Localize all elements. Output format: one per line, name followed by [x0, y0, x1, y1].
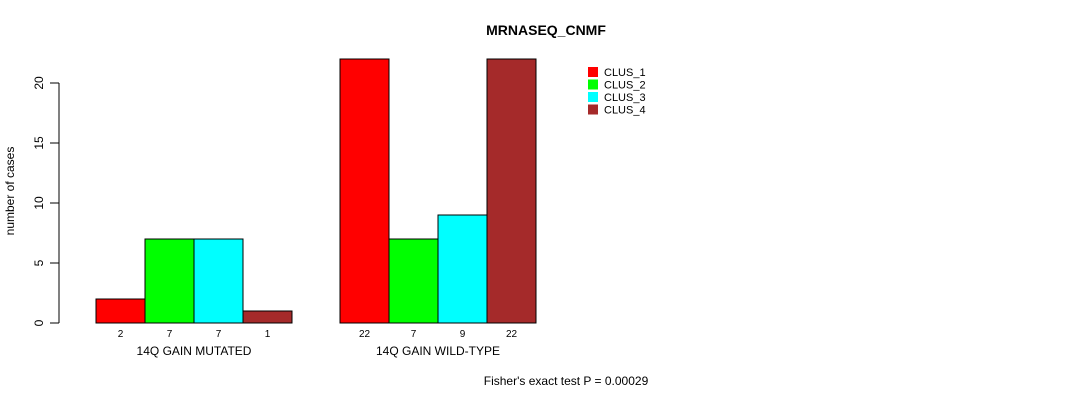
y-tick-label: 15 [32, 136, 46, 150]
bar-value-label: 2 [118, 329, 124, 340]
bar-clus_4 [242, 310, 293, 324]
bars: 2 7 7 1 22 7 9 22 [95, 58, 537, 340]
bar-value-label: 9 [460, 329, 466, 340]
legend-label: CLUS_3 [604, 92, 646, 104]
bar-clus_3 [193, 238, 244, 324]
x-axis-labels: 14Q GAIN MUTATED 14Q GAIN WILD-TYPE [137, 344, 500, 358]
legend-label: CLUS_1 [604, 67, 646, 79]
y-axis-label: number of cases [3, 147, 17, 236]
category-label: 14Q GAIN WILD-TYPE [376, 344, 500, 358]
y-tick-label: 20 [32, 76, 46, 90]
bar-value-label: 1 [265, 329, 271, 340]
bar-clus_2 [144, 238, 195, 324]
legend-swatch-clus_1 [588, 67, 598, 77]
legend-swatch-clus_4 [588, 104, 598, 115]
bar-clus_1 [95, 298, 146, 324]
bar-value-label: 7 [216, 329, 222, 340]
y-tick-label: 0 [32, 319, 46, 326]
bar-value-label: 7 [167, 329, 173, 340]
bar-clus_4 [486, 58, 537, 324]
category-label: 14Q GAIN MUTATED [137, 344, 252, 358]
legend-label: CLUS_2 [604, 80, 646, 92]
chart-title: MRNASEQ_CNMF [486, 22, 606, 38]
y-axis: 0 5 10 15 20 [32, 76, 60, 326]
bar-value-label: 22 [506, 329, 518, 340]
bar-clus_1 [339, 58, 390, 324]
legend-swatch-clus_2 [588, 79, 598, 90]
bar-value-label: 22 [359, 329, 371, 340]
bar-clus_3 [437, 214, 488, 324]
bar-value-label: 7 [411, 329, 417, 340]
legend-label: CLUS_4 [604, 105, 646, 117]
fisher-test-footnote: Fisher's exact test P = 0.00029 [484, 374, 649, 388]
bar-clus_2 [388, 238, 439, 324]
y-tick-label: 10 [32, 196, 46, 210]
y-tick-label: 5 [32, 259, 46, 266]
legend-swatch-clus_3 [588, 92, 598, 102]
